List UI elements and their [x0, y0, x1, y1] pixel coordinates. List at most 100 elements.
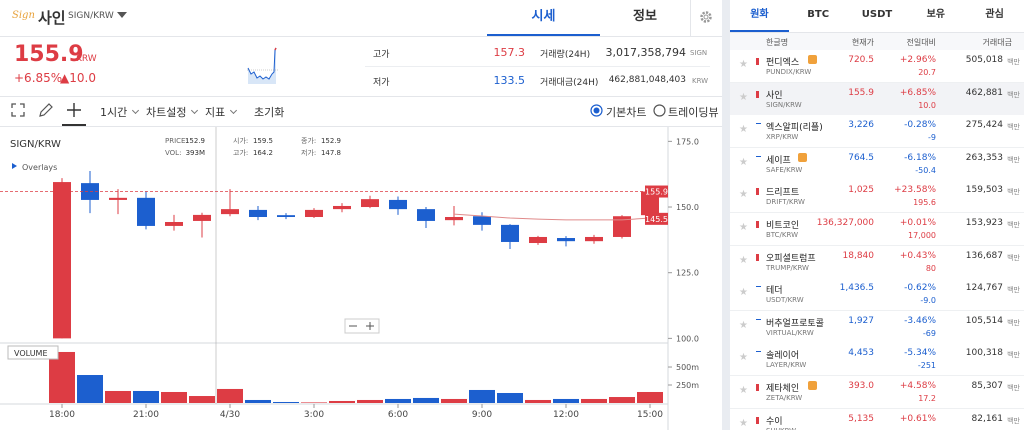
x-tick-label: 18:00 [49, 410, 75, 420]
volume-bar [105, 390, 131, 403]
indicator-select[interactable]: 지표 [205, 104, 236, 120]
row[interactable] [730, 115, 1024, 149]
row[interactable] [730, 147, 1024, 181]
dropdown-icon[interactable] [117, 12, 127, 19]
row[interactable] [730, 245, 1024, 279]
volume-tick-label: 500m [676, 363, 699, 372]
coin-change: -6.18% [904, 152, 936, 163]
market-tab[interactable]: BTC [807, 9, 830, 20]
star-icon[interactable]: ★ [739, 156, 748, 168]
settings-icon[interactable] [699, 10, 713, 24]
coin-name: 버추얼프로토콜 [766, 318, 824, 329]
star-icon[interactable]: ★ [739, 254, 748, 266]
coin-change-abs: 17.2 [918, 394, 936, 403]
tool-icons[interactable] [10, 102, 90, 126]
tab[interactable]: 정보 [633, 9, 657, 24]
x-tick-label: 9:00 [472, 410, 492, 420]
market-tab[interactable]: 보유 [926, 9, 945, 20]
star-icon[interactable]: ★ [739, 222, 748, 233]
price-change: +6.85% [14, 71, 63, 85]
radio-checked[interactable] [590, 104, 603, 117]
column-label: 한글명 [766, 38, 789, 47]
y-tick-label: 125.0 [676, 269, 699, 278]
star-icon[interactable]: ★ [739, 417, 748, 429]
coin-name: 제타체인 [766, 384, 800, 394]
coin-name: 세이프 [766, 155, 791, 166]
coin-volume: 100,318 [965, 348, 1003, 359]
coin-pair: USDT/KRW [766, 296, 804, 305]
star-icon[interactable]: ★ [739, 124, 748, 136]
reset-button[interactable]: 초기화 [254, 106, 285, 119]
radio-label[interactable]: 기본차트 [606, 106, 647, 119]
coin-change: +23.58% [894, 185, 936, 196]
tab-active[interactable]: 시세 [487, 0, 600, 36]
mini-candle [756, 188, 759, 196]
coin-change-abs: -69 [922, 328, 936, 338]
volume-unit: 백만 [1007, 318, 1020, 327]
radio[interactable] [653, 104, 666, 117]
coin-change-abs: 195.6 [913, 198, 936, 208]
candle-body [389, 199, 407, 210]
coin-name: 테더 [766, 286, 783, 297]
star-icon[interactable]: ★ [739, 59, 748, 70]
overlay-arrow[interactable] [12, 163, 17, 169]
row[interactable] [730, 310, 1024, 344]
candle-body [529, 236, 547, 244]
market-tab[interactable]: 관심 [985, 9, 1004, 20]
coin-price: 5,135 [848, 413, 874, 424]
row[interactable] [730, 278, 1024, 312]
row[interactable] [730, 50, 1024, 83]
trade-panel: Sign 사인 SIGN/KRW 시세 정보 155.9 KRW +6.85% … [0, 0, 722, 430]
row[interactable] [730, 180, 1024, 214]
stat-label: 거래대금(24H) [540, 78, 599, 88]
coin-volume: 505,018 [965, 55, 1003, 65]
divider [0, 126, 722, 127]
radio-label[interactable]: 트레이딩뷰 [668, 106, 719, 119]
x-tick-label: 4/30 [220, 410, 240, 420]
coin-volume: 124,767 [965, 283, 1003, 294]
volume-bar [497, 392, 523, 403]
coin-change-abs: -251 [917, 361, 936, 371]
chart-settings[interactable]: 차트설정 [146, 104, 197, 120]
volume-unit: 백만 [1007, 188, 1020, 197]
market-tab-active[interactable]: 원화 [730, 0, 789, 32]
column-label: 거래대금 [982, 38, 1012, 47]
market-tab[interactable]: USDT [861, 9, 893, 20]
coin-name: 사인 [38, 9, 66, 27]
coin-pair: LAYER/KRW [766, 361, 807, 370]
y-tick-label: 100.0 [676, 334, 699, 343]
coin-name: 비트코인 [766, 221, 800, 231]
row[interactable] [730, 343, 1024, 377]
row[interactable] [730, 408, 1024, 430]
coin-name: 오피셜트럼프 [766, 253, 816, 264]
coin-price: 4,453 [848, 348, 874, 359]
star-icon[interactable]: ★ [739, 352, 748, 364]
zoom-icons[interactable] [349, 322, 374, 330]
row[interactable] [730, 376, 1024, 409]
mini-candle [756, 286, 761, 288]
volume-bar [609, 397, 635, 403]
coin-change: -3.46% [904, 315, 936, 326]
coin-name: 수이 [766, 416, 783, 427]
star-icon[interactable]: ★ [739, 189, 748, 201]
coin-change: -5.34% [904, 348, 936, 359]
star-icon[interactable]: ★ [739, 287, 748, 299]
interval-select[interactable]: 1시간 [100, 104, 138, 120]
coin-pair: SUI/KRW [766, 427, 796, 430]
star-icon[interactable]: ★ [739, 91, 748, 103]
volume-tick-label: 250m [676, 381, 699, 390]
volume-unit: 백만 [1007, 384, 1020, 392]
volume-bar [581, 398, 607, 403]
price-unit: KRW [76, 54, 97, 64]
row[interactable] [730, 213, 1024, 246]
star-icon[interactable]: ★ [739, 319, 748, 331]
stat-label: 고가 [373, 50, 390, 60]
coin-pair: TRUMP/KRW [766, 263, 809, 272]
coin-change-abs: -50.4 [915, 165, 936, 175]
volume-unit: 백만 [1007, 253, 1020, 262]
legend-label: 고가: [233, 148, 248, 157]
row-selected[interactable] [730, 82, 1024, 116]
legend-label: PRICE: [165, 137, 188, 145]
star-icon[interactable]: ★ [739, 385, 748, 396]
volume-bar [189, 396, 215, 403]
